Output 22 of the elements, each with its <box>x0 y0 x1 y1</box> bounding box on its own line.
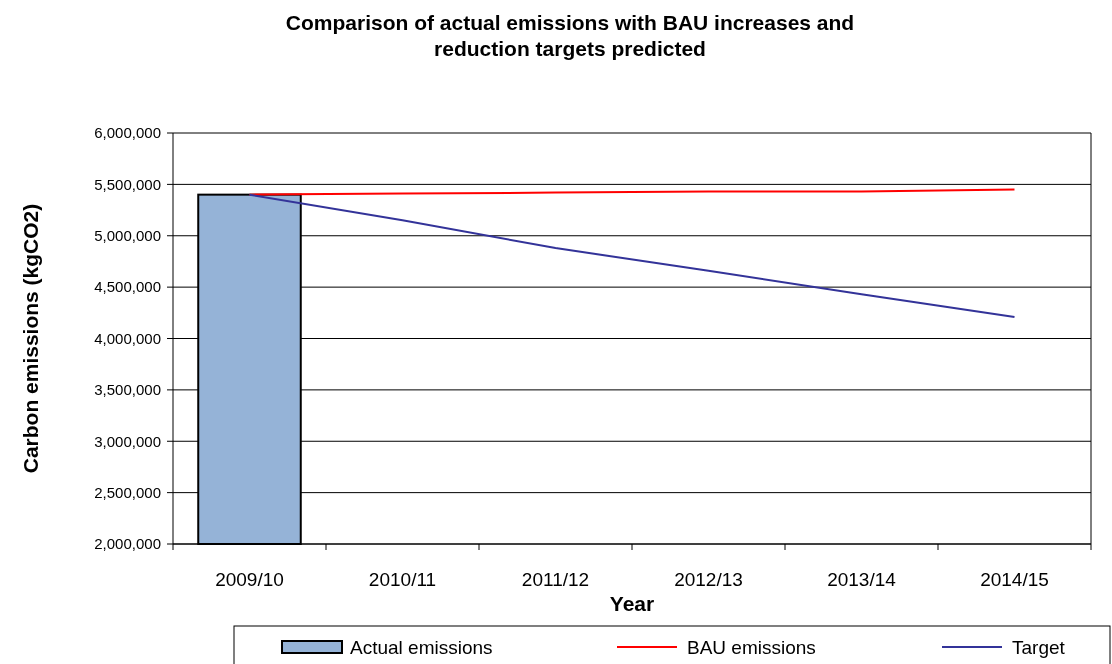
x-tick-label: 2012/13 <box>674 569 743 590</box>
x-tick-label: 2010/11 <box>368 569 437 590</box>
x-tick-label: 2014/15 <box>980 569 1049 590</box>
legend-label: Target <box>1012 636 1066 658</box>
chart-title: Comparison of actual emissions with BAU increases and reduction targets predicted <box>285 11 855 60</box>
line-series <box>248 193 1016 318</box>
y-tick-label: 5,500,000 <box>94 175 161 193</box>
y-axis-title: Carbon emissions (kgCO2) <box>19 203 42 474</box>
y-tick-label: 3,000,000 <box>94 432 161 450</box>
y-tick-label: 4,000,000 <box>94 329 161 347</box>
x-tick-label: 2011/12 <box>521 569 590 590</box>
y-tick-label: 2,500,000 <box>94 483 161 501</box>
y-tick-label: 5,000,000 <box>94 227 161 244</box>
y-tick-label: 2,000,000 <box>94 535 161 553</box>
x-tick-label: 2013/14 <box>827 569 897 590</box>
y-tick-label: 6,000,000 <box>94 124 161 142</box>
legend-label: Actual emissions <box>350 636 493 658</box>
x-tick-label: 2009/10 <box>215 569 284 590</box>
legend-label: BAU emissions <box>687 636 816 658</box>
x-axis-title: Year <box>609 592 655 615</box>
y-tick-label: 3,500,000 <box>94 381 161 399</box>
y-tick-label: 4,500,000 <box>94 278 161 296</box>
